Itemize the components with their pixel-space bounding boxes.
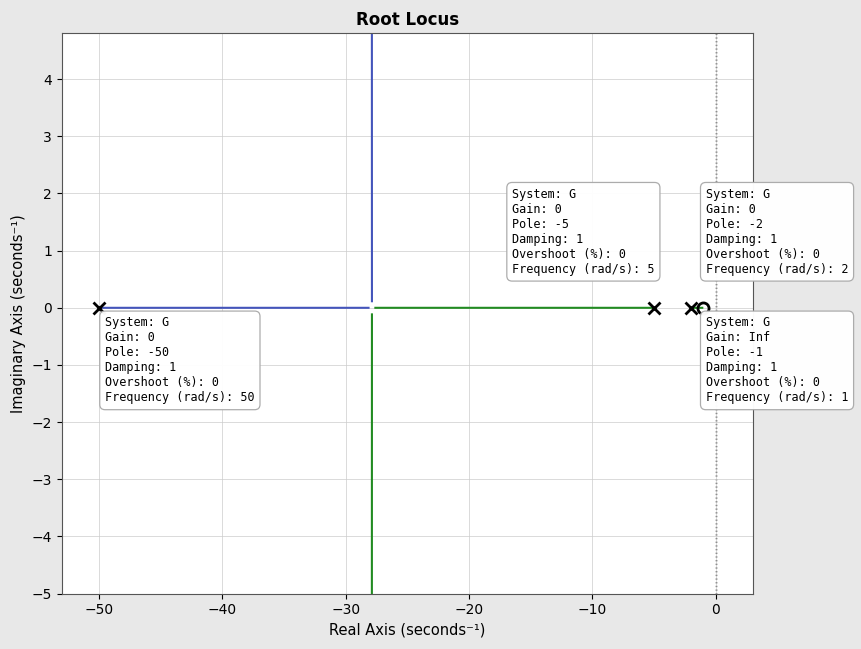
X-axis label: Real Axis (seconds⁻¹): Real Axis (seconds⁻¹) (329, 623, 486, 638)
Title: Root Locus: Root Locus (356, 11, 459, 29)
Y-axis label: Imaginary Axis (seconds⁻¹): Imaginary Axis (seconds⁻¹) (11, 214, 26, 413)
Text: System: G
Gain: Inf
Pole: -1
Damping: 1
Overshoot (%): 0
Frequency (rad/s): 1: System: G Gain: Inf Pole: -1 Damping: 1 … (706, 316, 848, 404)
Text: System: G
Gain: 0
Pole: -5
Damping: 1
Overshoot (%): 0
Frequency (rad/s): 5: System: G Gain: 0 Pole: -5 Damping: 1 Ov… (512, 188, 654, 276)
Text: System: G
Gain: 0
Pole: -2
Damping: 1
Overshoot (%): 0
Frequency (rad/s): 2: System: G Gain: 0 Pole: -2 Damping: 1 Ov… (706, 188, 848, 276)
Text: System: G
Gain: 0
Pole: -50
Damping: 1
Overshoot (%): 0
Frequency (rad/s): 50: System: G Gain: 0 Pole: -50 Damping: 1 O… (105, 316, 255, 404)
